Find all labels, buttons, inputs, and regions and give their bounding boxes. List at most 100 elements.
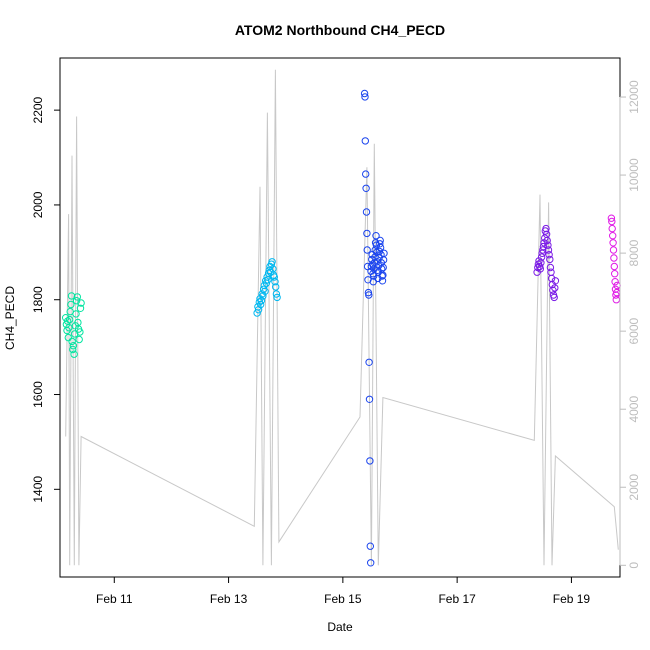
data-point (535, 257, 543, 265)
data-point (544, 246, 553, 254)
data-point (380, 249, 388, 258)
secondary-series (65, 69, 619, 566)
data-point (609, 246, 618, 254)
data-point (260, 281, 268, 290)
data-point (73, 293, 82, 301)
y2-tick-label: 6000 (627, 317, 641, 344)
y-axis-right: 0 2000 4000 6000 8000 10000 12000 (619, 80, 641, 569)
y-axis-label: CH4_PECD (3, 286, 17, 350)
data-point (544, 241, 552, 249)
x-tick-label: Feb 15 (324, 592, 362, 606)
data-point (542, 224, 550, 233)
data-point (609, 239, 617, 247)
data-point (68, 337, 76, 346)
data-point (67, 300, 75, 309)
data-point (272, 283, 280, 291)
data-point (273, 293, 281, 302)
data-point (611, 270, 619, 278)
data-point (257, 300, 265, 309)
data-point (543, 236, 551, 245)
x-tick-label: Feb 13 (210, 592, 248, 606)
data-point (72, 310, 80, 318)
data-point (611, 285, 620, 293)
data-point (379, 271, 387, 279)
data-point (366, 457, 374, 465)
y2-tick-label: 4000 (627, 396, 641, 423)
data-point (537, 253, 546, 261)
data-point (363, 246, 371, 254)
y-axis-left: 1400 1600 1800 2000 2200 (31, 96, 61, 503)
data-point (360, 89, 369, 98)
data-point (365, 358, 373, 366)
data-point (546, 263, 555, 272)
x-axis-label: Date (327, 620, 353, 634)
x-tick-label: Feb 19 (553, 592, 591, 606)
data-point (610, 254, 618, 262)
data-point (376, 236, 384, 245)
data-point (373, 258, 381, 266)
data-point (361, 93, 369, 101)
data-point (362, 184, 370, 193)
data-point (363, 229, 371, 238)
data-point (65, 315, 74, 324)
data-point (272, 290, 281, 298)
plot-frame (59, 57, 621, 578)
data-point (378, 272, 386, 280)
data-point (362, 170, 370, 178)
data-point (371, 253, 379, 261)
data-point (76, 304, 85, 312)
data-point (362, 208, 371, 216)
data-point (76, 328, 84, 336)
y2-tick-label: 2000 (627, 474, 641, 501)
data-points (61, 89, 621, 567)
y2-tick-label: 12000 (627, 80, 641, 114)
data-point (545, 251, 553, 259)
data-point (541, 234, 549, 242)
data-point (366, 542, 374, 550)
y-tick-label: 2000 (31, 191, 45, 218)
data-point (271, 278, 279, 286)
y2-tick-label: 8000 (627, 239, 641, 266)
data-point (69, 342, 78, 350)
data-point (539, 242, 548, 251)
data-point (65, 324, 73, 332)
chart-title: ATOM2 Northbound CH4_PECD (235, 22, 445, 38)
data-point (365, 395, 374, 403)
data-point (376, 240, 384, 248)
data-point (69, 345, 77, 354)
y-tick-label: 1400 (31, 476, 45, 503)
data-point (611, 278, 619, 286)
data-point (613, 281, 621, 290)
data-point (268, 258, 276, 266)
data-point (537, 259, 545, 267)
data-point (270, 273, 278, 281)
x-tick-label: Feb 17 (438, 592, 476, 606)
data-point (364, 276, 372, 284)
secondary-series-line (65, 69, 619, 566)
data-point (365, 291, 373, 299)
data-point (376, 243, 385, 252)
data-point (70, 350, 78, 358)
data-point (549, 286, 557, 294)
data-point (64, 333, 73, 342)
y2-tick-label: 10000 (627, 158, 641, 192)
data-point (372, 241, 381, 249)
data-point (539, 246, 547, 254)
y-tick-label: 1600 (31, 381, 45, 408)
data-point (610, 262, 618, 271)
data-point (551, 277, 560, 285)
data-point (367, 559, 375, 567)
data-point (259, 285, 268, 293)
data-point (77, 299, 85, 307)
data-point (608, 217, 616, 226)
x-tick-label: Feb 11 (96, 592, 133, 606)
x-axis: Feb 11 Feb 13 Feb 15 Feb 17 Feb 19 (96, 576, 591, 606)
data-point (538, 249, 546, 258)
data-point (72, 297, 81, 305)
data-point (379, 263, 387, 272)
data-point (71, 330, 79, 338)
y-tick-label: 2200 (31, 96, 45, 123)
y2-tick-label: 0 (627, 562, 641, 569)
